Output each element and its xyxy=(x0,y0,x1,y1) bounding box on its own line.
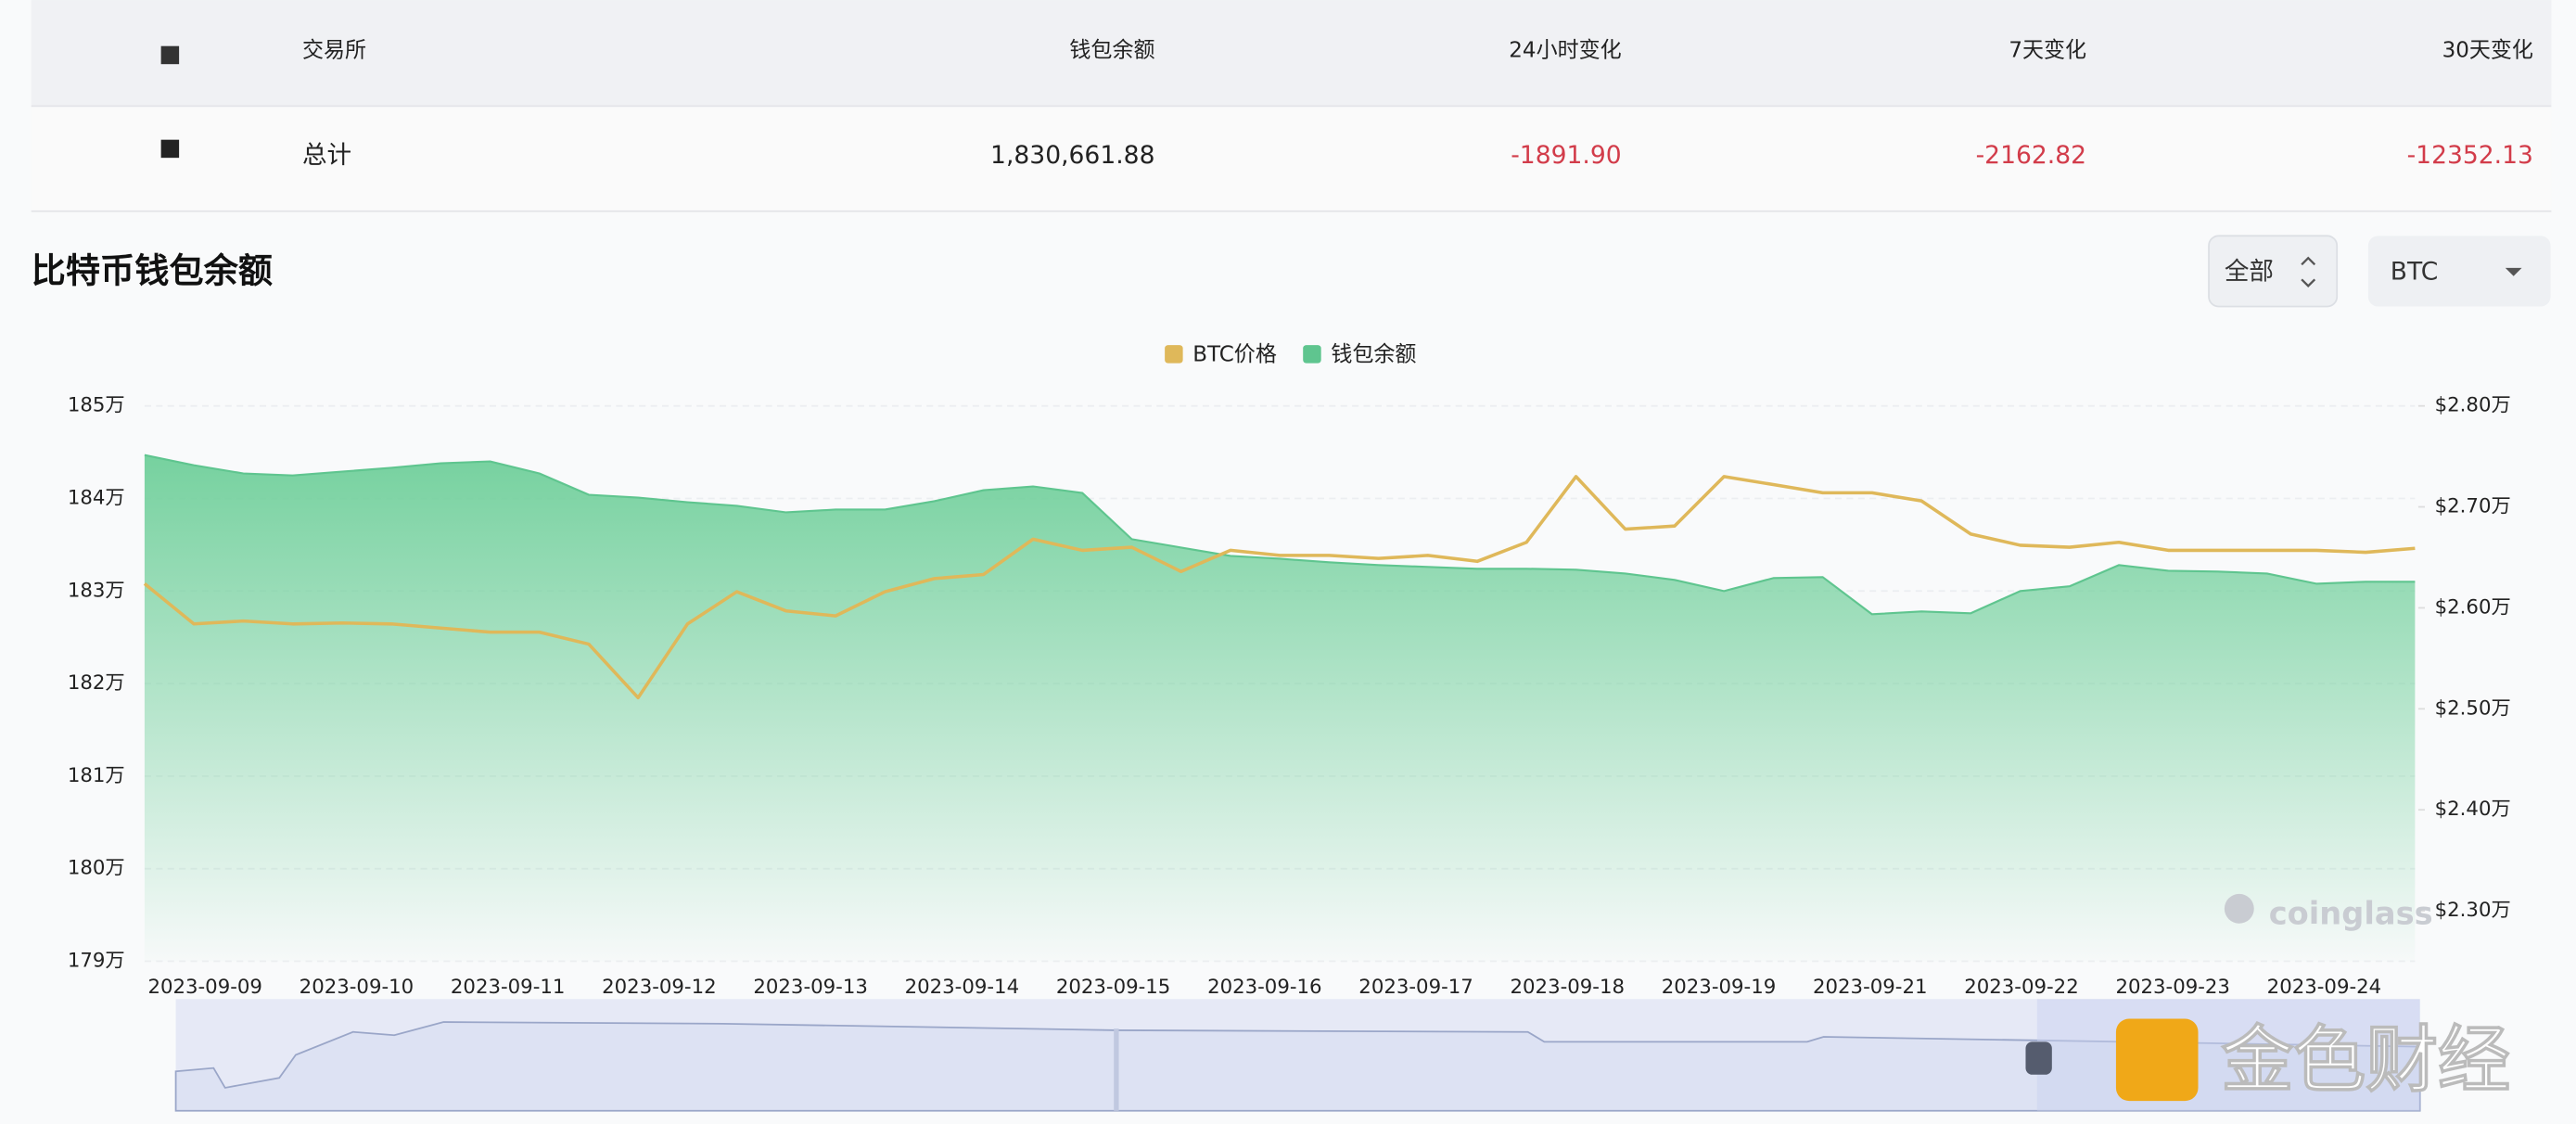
area xyxy=(144,454,2416,962)
x-tick-label: 2023-09-21 xyxy=(1813,976,1928,999)
minimap-divider xyxy=(1114,1028,1119,1111)
y-tick-label: 185万 xyxy=(68,394,125,417)
header-cell: 交易所 xyxy=(302,39,366,63)
y2-tick-label: $2.60万 xyxy=(2435,595,2511,619)
x-tick-label: 2023-09-23 xyxy=(2115,976,2230,999)
x-tick-label: 2023-09-15 xyxy=(1056,976,1171,999)
line xyxy=(144,453,2416,616)
y2-tick-label: $2.70万 xyxy=(2435,495,2511,518)
range-label: 全部 xyxy=(2225,258,2274,287)
legend-label: 钱包余额 xyxy=(1331,342,1416,366)
y-tick-label: 181万 xyxy=(68,764,125,787)
x-tick-label: 2023-09-14 xyxy=(905,976,1020,999)
coin-label: BTC xyxy=(2391,258,2438,287)
y-tick-label: 179万 xyxy=(68,950,125,973)
plot: 185万 184万 183万 182万 181万 180万 179万 $2.80万 $2.70万… xyxy=(68,342,2511,999)
range-select[interactable] xyxy=(2208,235,2339,308)
watermark: coinglass xyxy=(2269,895,2433,931)
line xyxy=(143,475,2416,700)
y-tick-label: 183万 xyxy=(68,579,125,602)
y2-tick-label: $2.40万 xyxy=(2435,798,2511,821)
legend-label: BTC价格 xyxy=(1192,342,1277,366)
cell: -12352.13 xyxy=(2407,141,2533,170)
x-tick-label: 2023-09-10 xyxy=(300,976,414,999)
x-tick-label: 2023-09-12 xyxy=(602,976,717,999)
header-cell: 钱包余额 xyxy=(1069,39,1154,63)
x-tick-label: 2023-09-11 xyxy=(451,976,566,999)
legend-swatch xyxy=(1303,345,1321,364)
x-tick-label: 2023-09-22 xyxy=(1964,976,2078,999)
logo-icon xyxy=(2115,1018,2199,1102)
x-tick-label: 2023-09-24 xyxy=(2267,976,2381,999)
x-tick-label: 2023-09-09 xyxy=(147,976,262,999)
header-cell: 7天变化 xyxy=(2009,39,2086,63)
cell: -2162.82 xyxy=(1976,141,2086,170)
y2-tick-label: $2.50万 xyxy=(2435,696,2511,720)
table-row-bg xyxy=(31,105,2552,211)
x-tick-label: 2023-09-16 xyxy=(1207,976,1322,999)
icon xyxy=(160,139,180,159)
cell: -1891.90 xyxy=(1511,141,1621,170)
x-tick-label: 2023-09-13 xyxy=(753,976,868,999)
y-tick-label: 180万 xyxy=(68,857,125,880)
y-tick-label: 182万 xyxy=(68,671,125,695)
minimap-handle[interactable] xyxy=(2025,1041,2052,1075)
legend-swatch xyxy=(1165,345,1183,364)
header-cell: 24小时变化 xyxy=(1509,39,1621,63)
watermark: 金色财经 xyxy=(2220,1019,2510,1103)
table-header-bg xyxy=(31,0,2552,106)
x-tick-label: 2023-09-18 xyxy=(1511,976,1626,999)
y-tick-label: 184万 xyxy=(68,486,125,509)
cell: 总计 xyxy=(302,141,351,170)
coin-select[interactable] xyxy=(2367,236,2551,307)
cell: 1,830,661.88 xyxy=(990,141,1154,170)
y2-tick-label: $2.30万 xyxy=(2435,899,2511,922)
x-tick-label: 2023-09-17 xyxy=(1358,976,1473,999)
x-tick-label: 2023-09-19 xyxy=(1662,976,1777,999)
dropdown-icon xyxy=(2505,267,2522,276)
minimap-window[interactable] xyxy=(2036,999,2420,1111)
icon xyxy=(160,45,180,65)
chart-title: 比特币钱包余额 xyxy=(32,250,273,291)
header-cell: 30天变化 xyxy=(2442,39,2533,63)
y2-tick-label: $2.80万 xyxy=(2435,394,2511,417)
logo-icon xyxy=(2224,893,2254,924)
updown-icon xyxy=(2301,256,2316,287)
